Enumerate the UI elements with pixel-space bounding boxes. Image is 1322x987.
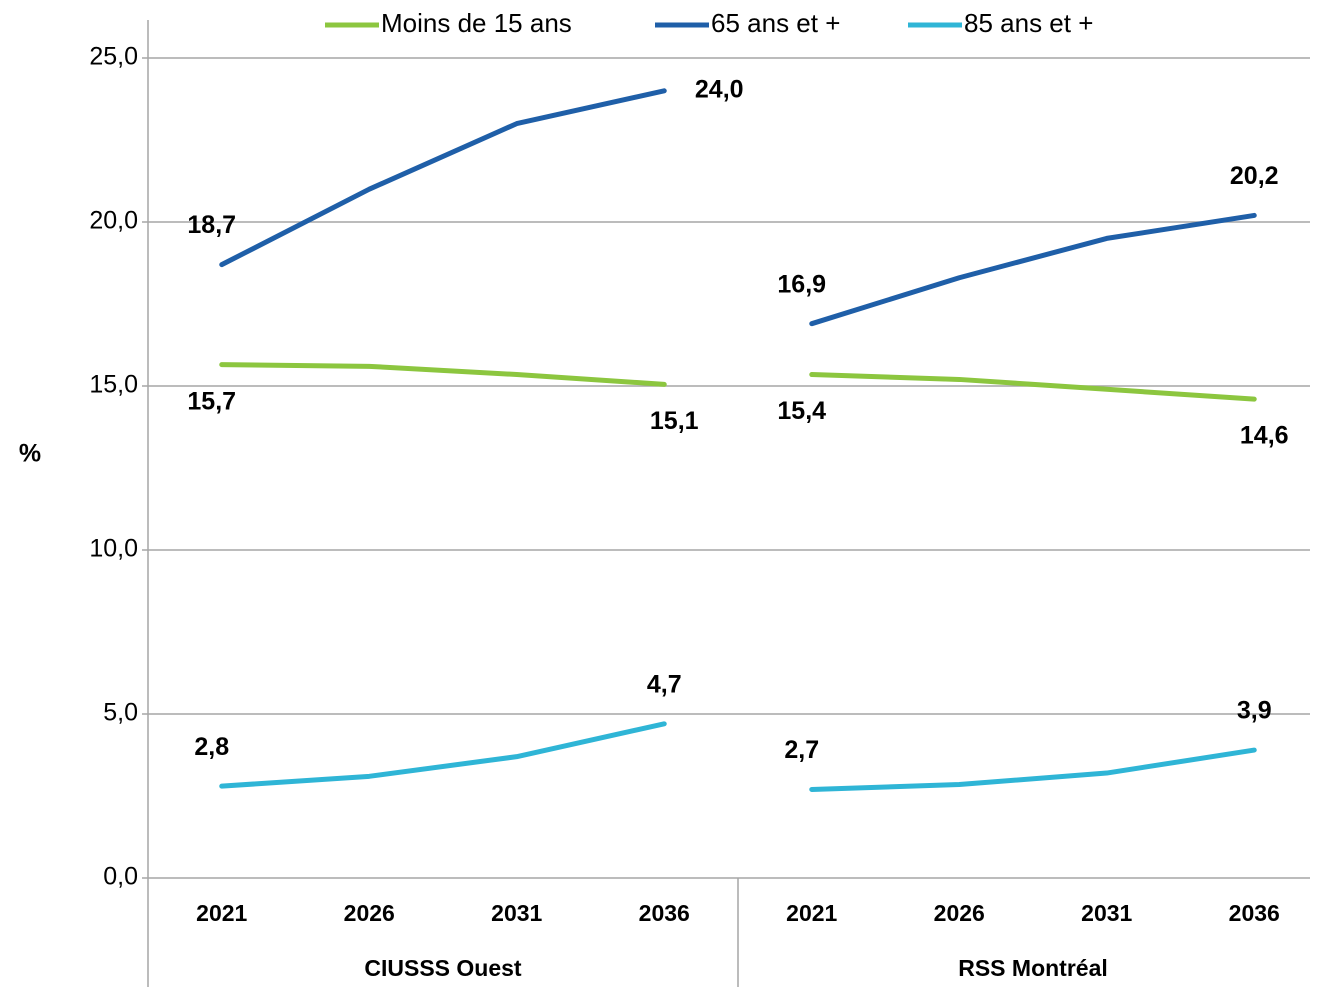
x-tick-label: 2021 xyxy=(196,900,247,926)
x-tick-label: 2031 xyxy=(1081,900,1132,926)
y-tick-label: 20,0 xyxy=(89,207,138,235)
x-tick-label: 2021 xyxy=(786,900,837,926)
y-tick-label: 0,0 xyxy=(103,863,138,891)
y-tick-label: 15,0 xyxy=(89,371,138,399)
x-tick-label: 2031 xyxy=(491,900,542,926)
y-tick-label: 25,0 xyxy=(89,43,138,71)
series-line xyxy=(809,372,1257,402)
series-line xyxy=(809,212,1257,327)
y-tick-label: 5,0 xyxy=(103,699,138,727)
data-label: 4,7 xyxy=(647,670,682,698)
series-line xyxy=(219,88,667,268)
x-tick-label: 2026 xyxy=(934,900,985,926)
data-label: 16,9 xyxy=(777,270,826,298)
data-label: 20,2 xyxy=(1230,162,1279,190)
legend-label: 85 ans et + xyxy=(964,8,1093,38)
series-line xyxy=(219,721,667,789)
x-tick-label: 2036 xyxy=(639,900,690,926)
data-label: 24,0 xyxy=(695,75,744,103)
data-label: 2,8 xyxy=(194,733,229,761)
series-line xyxy=(219,362,667,387)
legend-label: 65 ans et + xyxy=(711,8,840,38)
data-label: 15,1 xyxy=(650,407,699,435)
y-axis-label: % xyxy=(19,440,41,468)
group-label: RSS Montréal xyxy=(958,955,1108,981)
data-label: 18,7 xyxy=(187,211,236,239)
x-tick-label: 2036 xyxy=(1229,900,1280,926)
x-tick-label: 2026 xyxy=(344,900,395,926)
legend-label: Moins de 15 ans xyxy=(381,8,572,38)
data-label: 14,6 xyxy=(1240,422,1289,450)
data-label: 15,7 xyxy=(187,387,236,415)
data-label: 2,7 xyxy=(784,736,819,764)
y-tick-label: 10,0 xyxy=(89,535,138,563)
series-line xyxy=(809,747,1257,792)
group-label: CIUSSS Ouest xyxy=(364,955,522,981)
data-label: 3,9 xyxy=(1237,697,1272,725)
data-label: 15,4 xyxy=(777,397,826,425)
